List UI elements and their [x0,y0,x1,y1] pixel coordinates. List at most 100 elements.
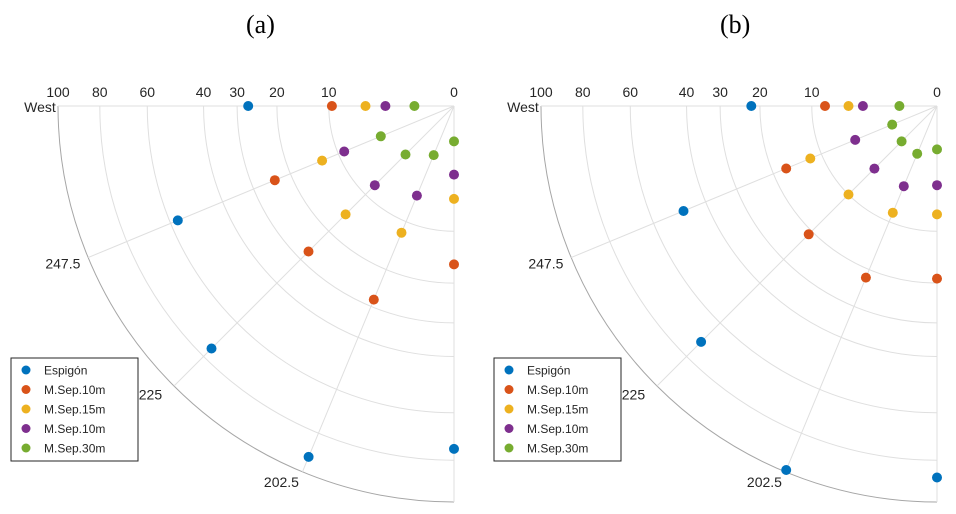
polar-scatter-chart-b: 0102030406080100South202.5225247.5WestEs… [483,0,956,514]
data-point-orange [304,247,314,257]
legend-label: M.Sep.10m [44,422,105,436]
r-tick-label: 100 [529,84,553,100]
data-point-purple [339,147,349,157]
data-point-orange [270,175,280,185]
r-tick-label: 60 [139,84,155,100]
legend-label: M.Sep.30m [527,442,588,456]
r-tick-label: 10 [804,84,820,100]
data-point-green [894,101,904,111]
r-tick-label: 80 [575,84,591,100]
data-point-yellow [805,154,815,164]
data-point-purple [858,101,868,111]
data-point-purple [370,180,380,190]
legend: Espigón M.Sep.10m M.Sep.15m M.Sep.10m M.Sep.… [11,358,138,461]
r-tick-label: 40 [196,84,212,100]
data-point-green [932,144,942,154]
data-point-blue [449,444,459,454]
legend-marker [505,405,514,414]
data-point-purple [380,101,390,111]
legend-marker [505,385,514,394]
data-point-yellow [844,101,854,111]
data-point-orange [820,101,830,111]
data-point-purple [899,181,909,191]
r-tick-label: 0 [450,84,458,100]
data-point-blue [932,473,942,483]
data-point-orange [369,295,379,305]
r-tick-label: 30 [712,84,728,100]
legend-label: M.Sep.15m [44,403,105,417]
theta-tick-label: 225 [139,387,163,403]
r-tick-label: 60 [622,84,638,100]
r-tick-label: 80 [92,84,108,100]
r-tick-label: 10 [321,84,337,100]
data-point-green [887,120,897,130]
data-point-green [897,136,907,146]
theta-tick-label: West [507,99,539,115]
data-point-yellow [361,101,371,111]
legend-marker [22,366,31,375]
data-point-blue [173,215,183,225]
data-point-green [401,150,411,160]
data-point-purple [412,191,422,201]
legend-label: M.Sep.10m [527,383,588,397]
legend-marker [505,366,514,375]
legend-marker [22,424,31,433]
data-point-orange [327,101,337,111]
data-point-blue [781,465,791,475]
legend-marker [505,424,514,433]
data-point-yellow [397,228,407,238]
data-point-green [449,136,459,146]
theta-tick-label: 247.5 [45,256,80,272]
data-point-green [409,101,419,111]
theta-tick-label: 225 [622,387,646,403]
legend-label: M.Sep.10m [527,422,588,436]
theta-tick-label: West [24,99,56,115]
data-point-yellow [341,209,351,219]
legend-marker [22,385,31,394]
data-point-orange [861,273,871,283]
polar-scatter-chart-a: 0102030406080100South202.5225247.5WestEs… [0,0,473,514]
data-point-green [429,150,439,160]
legend-label: M.Sep.10m [44,383,105,397]
data-point-blue [746,101,756,111]
data-point-green [376,131,386,141]
data-point-purple [449,170,459,180]
data-point-purple [932,180,942,190]
r-tick-label: 100 [46,84,70,100]
r-tick-label: 40 [679,84,695,100]
r-tick-label: 20 [269,84,285,100]
legend: Espigón M.Sep.10m M.Sep.15m M.Sep.10m M.Sep.… [494,358,621,461]
legend-marker [22,405,31,414]
data-point-yellow [449,194,459,204]
theta-tick-label: 202.5 [264,474,299,490]
theta-tick-label: 247.5 [528,256,563,272]
data-point-purple [850,135,860,145]
theta-tick-label: 202.5 [747,474,782,490]
data-point-blue [304,452,314,462]
legend-label: Espigón [44,364,87,378]
data-point-green [912,149,922,159]
legend-label: Espigón [527,364,570,378]
data-point-blue [696,337,706,347]
r-tick-label: 20 [752,84,768,100]
data-point-orange [932,274,942,284]
data-point-orange [449,259,459,269]
data-point-yellow [317,156,327,166]
data-point-yellow [844,190,854,200]
legend-marker [22,444,31,453]
data-point-blue [243,101,253,111]
data-point-orange [781,164,791,174]
data-point-yellow [888,208,898,218]
data-point-yellow [932,209,942,219]
data-point-purple [869,164,879,174]
data-point-blue [679,206,689,216]
r-tick-label: 30 [229,84,245,100]
legend-label: M.Sep.15m [527,403,588,417]
legend-marker [505,444,514,453]
legend-label: M.Sep.30m [44,442,105,456]
r-tick-label: 0 [933,84,941,100]
data-point-blue [207,344,217,354]
data-point-orange [804,229,814,239]
theta-grid-line [571,106,937,258]
theta-grid-line [174,106,454,386]
